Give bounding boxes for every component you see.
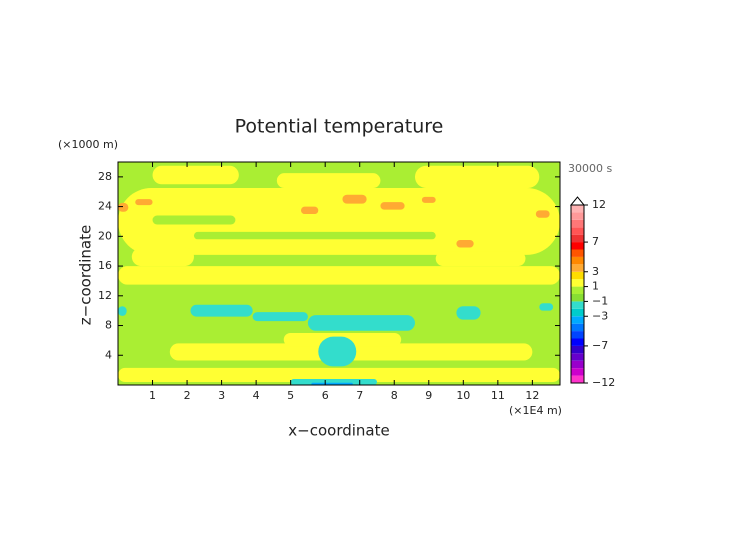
colorbar-band (571, 308, 584, 317)
colorbar-band (571, 286, 584, 294)
contour-region (421, 196, 436, 203)
contour-region (456, 240, 474, 248)
contour-region (307, 315, 415, 331)
colorbar-label: 7 (592, 235, 599, 248)
colorbar: −12 −7 −3 −11 3 7 12 (569, 196, 615, 389)
colorbar-band (571, 338, 584, 346)
x-axis-label: x−coordinate (288, 422, 389, 440)
x-tick-label: 9 (425, 389, 432, 402)
contour-region (152, 165, 239, 185)
colorbar-label: −3 (592, 309, 608, 322)
contour-region (456, 306, 481, 320)
x-tick-label: 3 (218, 389, 225, 402)
contour-region (118, 266, 560, 285)
contour-region (152, 215, 236, 225)
x-tick-label: 10 (456, 389, 470, 402)
y-tick-label: 4 (105, 348, 112, 361)
y-axis-label: z−coordinate (77, 225, 95, 325)
y-tick-label: 16 (98, 259, 112, 272)
colorbar-band (571, 375, 584, 383)
x-tick-label: 7 (356, 389, 363, 402)
plot-frame (117, 161, 561, 386)
colorbar-band (571, 264, 584, 272)
colorbar-band (571, 219, 584, 228)
x-tick-label: 5 (287, 389, 294, 402)
chart-title: Potential temperature (235, 116, 444, 138)
contour-region (190, 304, 253, 317)
contour-region (311, 382, 353, 385)
contour-region (318, 336, 357, 367)
contour-region (118, 202, 129, 212)
colorbar-band (571, 234, 584, 243)
contour-region (118, 367, 560, 383)
colorbar-band (571, 205, 584, 213)
y-tick-label: 8 (105, 319, 112, 332)
colorbar-extend (569, 196, 586, 206)
x-unit: (×1E4 m) (509, 404, 562, 417)
colorbar-band (571, 249, 584, 257)
colorbar-band (571, 256, 584, 265)
contour-region (276, 173, 381, 189)
colorbar-band (571, 368, 584, 376)
colorbar-label: −1 (592, 294, 608, 307)
contour-region (118, 306, 127, 316)
x-tick-label: 4 (253, 389, 260, 402)
colorbar-label: 1 (592, 280, 599, 293)
x-tick-label: 6 (322, 389, 329, 402)
x-tick-label: 8 (391, 389, 398, 402)
colorbar-band (571, 294, 584, 302)
contour-region (193, 231, 436, 240)
colorbar-frame (570, 204, 585, 384)
colorbar-band (571, 331, 584, 339)
colorbar-band (571, 323, 584, 332)
y-tick-label: 24 (98, 200, 112, 213)
contour-region (535, 210, 550, 218)
colorbar-band (571, 301, 584, 309)
colorbar-label: 12 (592, 198, 606, 211)
time-label: 30000 s (568, 162, 612, 175)
colorbar-band (571, 279, 584, 287)
contour-region (539, 303, 554, 311)
contour-region (342, 194, 367, 204)
y-tick-label: 12 (98, 289, 112, 302)
y-unit: (×1000 m) (58, 138, 118, 151)
contour-region (135, 199, 153, 206)
colorbar-band (571, 227, 584, 235)
colorbar-band (571, 316, 584, 324)
y-tick-label: 20 (98, 229, 112, 242)
x-tick-label: 11 (491, 389, 505, 402)
contour-region (435, 251, 526, 267)
contour-region (380, 202, 405, 210)
x-tick-label: 2 (184, 389, 191, 402)
contour-region (131, 247, 194, 267)
colorbar-band (571, 353, 584, 361)
x-tick-label: 12 (525, 389, 539, 402)
contour-region (252, 312, 308, 322)
contour-region (414, 165, 540, 189)
colorbar-band (571, 212, 584, 220)
colorbar-band (571, 360, 584, 369)
colorbar-band (571, 345, 584, 354)
colorbar-band (571, 271, 584, 280)
colorbar-label: 3 (592, 265, 599, 278)
colorbar-band (571, 242, 584, 250)
y-tick-label: 28 (98, 170, 112, 183)
x-tick-label: 1 (149, 389, 156, 402)
regions (118, 165, 560, 385)
colorbar-label: −12 (592, 376, 615, 389)
contour-region (301, 206, 319, 215)
colorbar-label: −7 (592, 339, 608, 352)
